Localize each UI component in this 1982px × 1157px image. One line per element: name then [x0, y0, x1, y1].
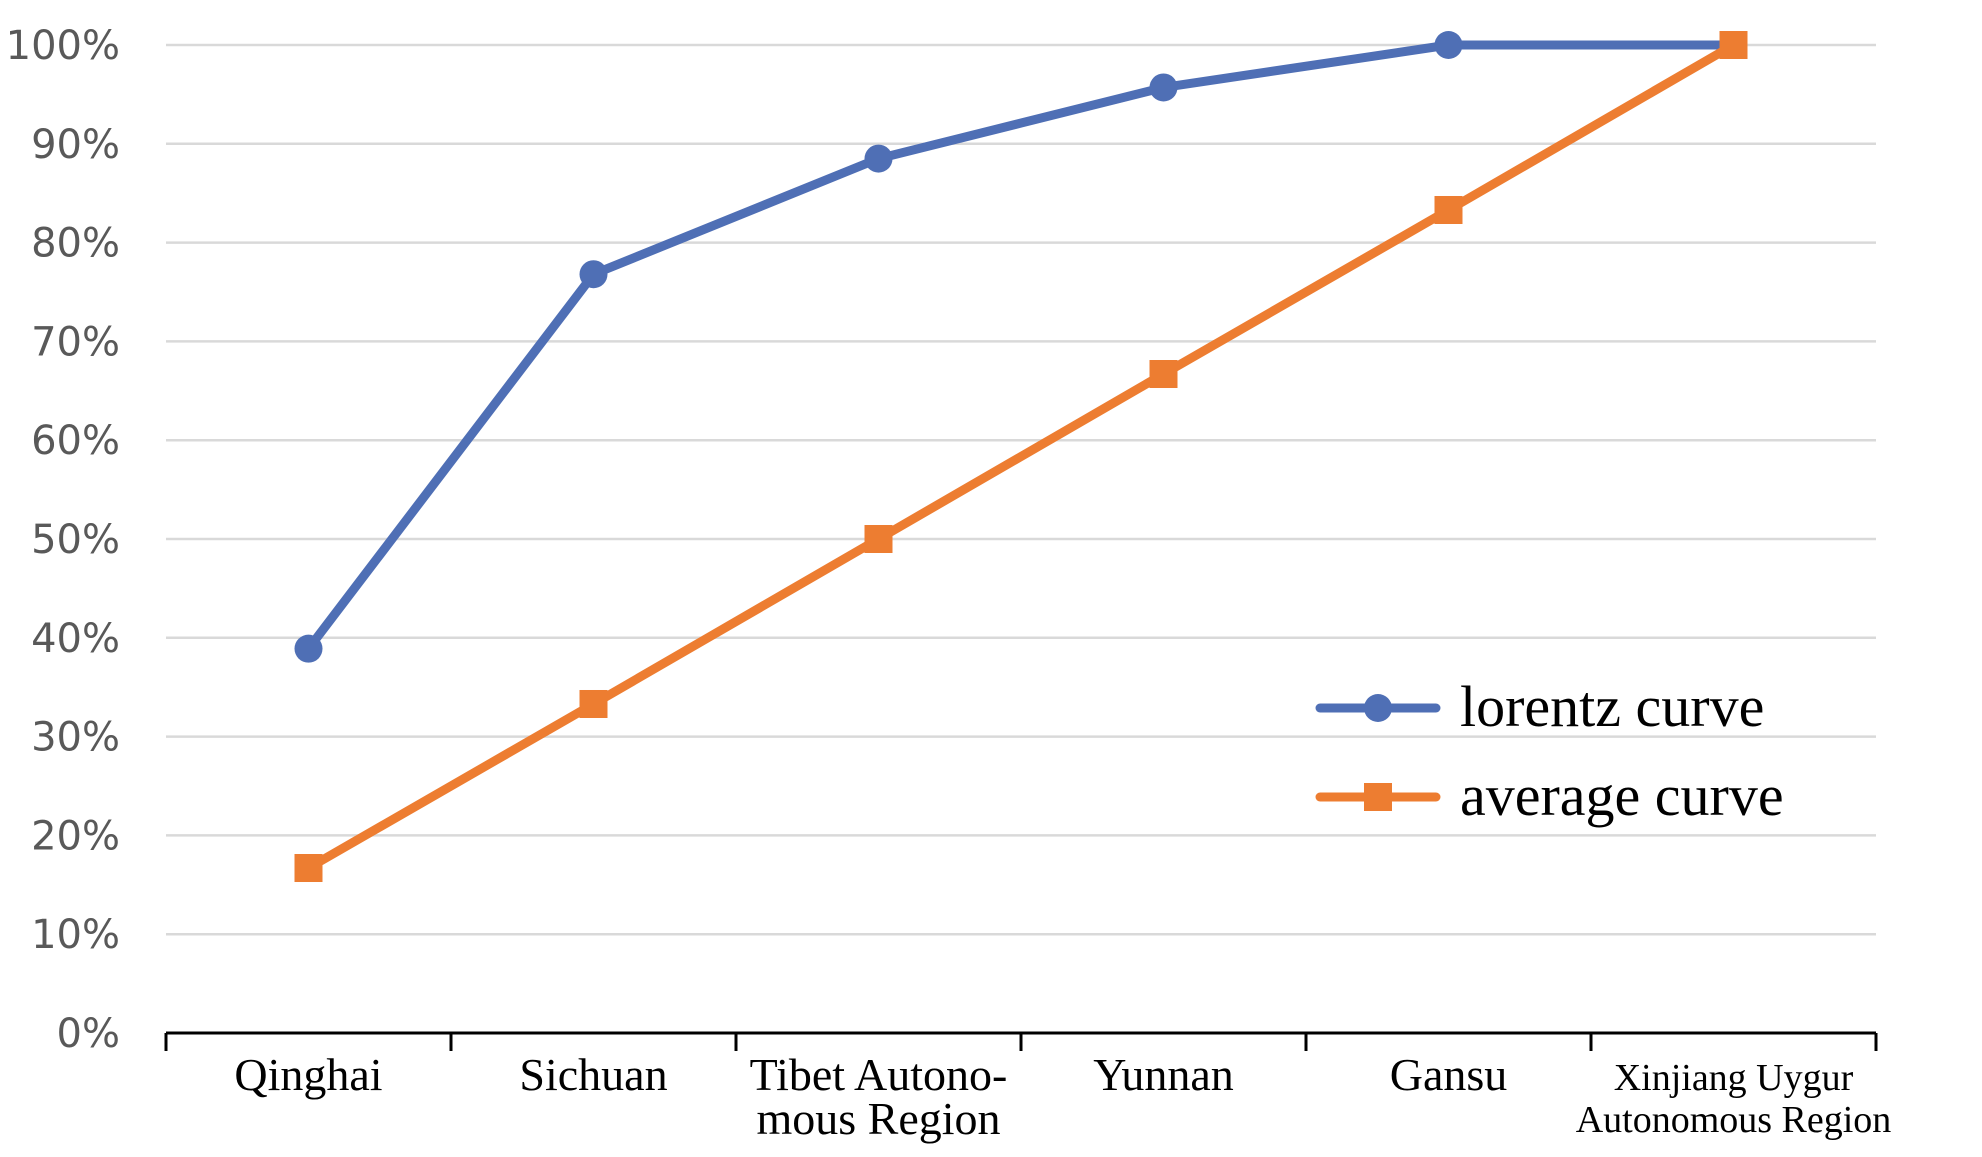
- x-tick-label: Yunnan: [1093, 1049, 1234, 1100]
- legend-label: average curve: [1460, 763, 1784, 828]
- x-tick-label: Xinjiang Uygur Autonomous Region: [1576, 1057, 1892, 1141]
- y-tick-label: 70%: [31, 319, 120, 365]
- data-point-square: [579, 689, 608, 718]
- data-point-square: [1149, 360, 1178, 389]
- y-tick-label: 20%: [31, 813, 120, 859]
- x-tick-label-line: Yunnan: [1093, 1049, 1234, 1100]
- y-tick-label: 50%: [31, 517, 120, 563]
- data-point-circle: [1434, 31, 1463, 59]
- data-point-circle: [1149, 73, 1178, 102]
- legend-marker-circle: [1364, 694, 1392, 722]
- x-tick-label-line: Qinghai: [234, 1049, 382, 1100]
- legend: lorentz curve average curve: [1315, 674, 1784, 828]
- y-tick-label: 100%: [6, 23, 120, 69]
- x-tick-label-line: mous Region: [756, 1093, 1000, 1144]
- x-tick-label: Qinghai: [234, 1049, 382, 1100]
- data-point-circle: [579, 260, 608, 289]
- series-line-1: [304, 40, 1738, 873]
- x-tick-label-line: Gansu: [1390, 1049, 1508, 1100]
- y-tick-label: 10%: [31, 912, 120, 958]
- x-tick-label: Tibet Autono-mous Region: [750, 1049, 1008, 1144]
- y-axis-tick-labels: 0% 10% 20% 30% 40% 50% 60% 70% 80% 90% 100%: [6, 23, 120, 1057]
- data-point-circle: [864, 144, 893, 173]
- y-tick-label: 0%: [57, 1011, 120, 1057]
- data-point-square: [1719, 31, 1748, 59]
- x-axis: [164, 1031, 1878, 1051]
- x-tick-label: Gansu: [1390, 1049, 1508, 1100]
- data-point-square: [1434, 195, 1463, 224]
- x-tick-label: Sichuan: [519, 1049, 667, 1100]
- series-line-0: [304, 40, 1738, 654]
- x-tick-label-line: Autonomous Region: [1576, 1099, 1892, 1141]
- data-point-square: [864, 525, 893, 553]
- y-tick-label: 40%: [31, 616, 120, 662]
- x-axis-tick-labels: Qinghai Sichuan Tibet Autono-mous Region Yu…: [234, 1049, 1891, 1144]
- legend-marker-square: [1364, 783, 1392, 811]
- data-point-circle: [294, 634, 323, 663]
- y-tick-label: 90%: [31, 122, 120, 168]
- x-tick-label-line: Xinjiang Uygur: [1614, 1057, 1854, 1099]
- y-tick-label: 30%: [31, 715, 120, 761]
- series-layer: [294, 31, 1748, 883]
- x-tick-label-line: Sichuan: [519, 1049, 667, 1100]
- y-tick-label: 80%: [31, 221, 120, 267]
- legend-label: lorentz curve: [1460, 674, 1764, 739]
- x-tick-label-line: Tibet Autono-: [750, 1049, 1008, 1100]
- y-tick-label: 60%: [31, 418, 120, 464]
- data-point-square: [294, 854, 323, 883]
